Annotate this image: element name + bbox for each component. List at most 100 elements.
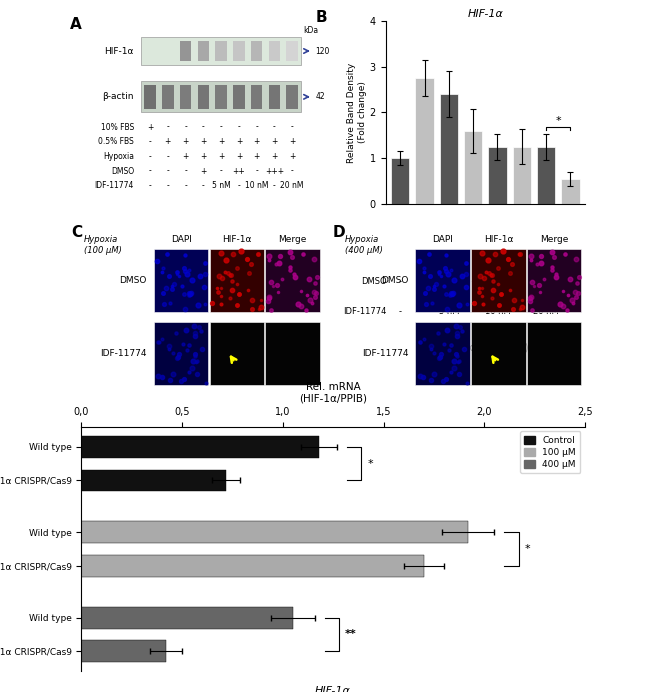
Text: +: +	[200, 167, 207, 176]
Text: +: +	[164, 137, 171, 146]
Text: *: *	[525, 544, 530, 554]
Text: HIF-1α: HIF-1α	[484, 235, 513, 244]
Text: +: +	[183, 152, 188, 161]
Text: -: -	[220, 122, 222, 131]
Text: -: -	[184, 181, 187, 190]
Bar	[233, 85, 244, 109]
Text: -: -	[166, 167, 169, 176]
Bar	[154, 249, 209, 312]
Text: +: +	[271, 137, 278, 146]
Text: 20 nM: 20 nM	[280, 181, 304, 190]
Text: **: **	[345, 630, 357, 639]
Bar	[268, 85, 280, 109]
Text: IDF-11774: IDF-11774	[361, 349, 408, 358]
Text: D: D	[333, 225, 346, 239]
Text: *: *	[367, 459, 373, 468]
Text: -: -	[184, 122, 187, 131]
Text: -: -	[166, 122, 169, 131]
Text: IDF-11774: IDF-11774	[95, 181, 134, 190]
Bar	[251, 41, 263, 61]
Text: IDF-11774: IDF-11774	[100, 349, 147, 358]
Text: +: +	[421, 277, 428, 286]
Text: DMSO: DMSO	[381, 276, 408, 285]
Text: -: -	[496, 277, 499, 286]
Text: -: -	[520, 307, 523, 316]
Text: -: -	[291, 167, 294, 176]
Bar	[215, 41, 227, 61]
Text: -: -	[291, 122, 294, 131]
Text: HIF-1α: HIF-1α	[315, 686, 351, 692]
Text: Merge: Merge	[278, 235, 307, 244]
Text: -: -	[423, 307, 426, 316]
Bar	[141, 81, 302, 112]
Bar	[198, 41, 209, 61]
X-axis label: Rel. mRNA
(HIF-1α/PPIB): Rel. mRNA (HIF-1α/PPIB)	[299, 382, 367, 403]
Text: +: +	[289, 137, 295, 146]
Bar	[464, 131, 482, 204]
Text: IDF-11774: IDF-11774	[343, 307, 387, 316]
Bar	[471, 249, 526, 312]
Bar	[488, 147, 506, 204]
Text: HIF-1α: HIF-1α	[222, 235, 252, 244]
Text: 10% FBS: 10% FBS	[101, 122, 134, 131]
Text: 10 nM: 10 nM	[245, 181, 268, 190]
Bar	[287, 41, 298, 61]
Text: Hypoxia
(100 μM): Hypoxia (100 μM)	[84, 235, 122, 255]
Text: +: +	[236, 137, 242, 146]
Text: -: -	[273, 181, 276, 190]
Text: -: -	[149, 181, 151, 190]
Bar	[81, 521, 468, 543]
Bar	[527, 322, 581, 385]
Text: -: -	[255, 167, 258, 176]
Text: +: +	[218, 152, 224, 161]
Text: +: +	[236, 152, 242, 161]
Text: +: +	[218, 137, 224, 146]
Bar	[415, 322, 470, 385]
Text: +: +	[271, 152, 278, 161]
Bar	[180, 41, 191, 61]
Bar	[81, 436, 319, 458]
Text: -: -	[149, 167, 151, 176]
Bar	[471, 322, 526, 385]
Text: +++: +++	[265, 167, 284, 176]
Text: -: -	[184, 167, 187, 176]
Bar	[415, 78, 434, 204]
Legend: Control, 100 μM, 400 μM: Control, 100 μM, 400 μM	[520, 431, 580, 473]
Text: DAPI: DAPI	[432, 235, 453, 244]
Text: B: B	[316, 10, 328, 25]
Bar	[233, 41, 244, 61]
Text: +: +	[254, 152, 260, 161]
Text: 0.5% FBS: 0.5% FBS	[98, 137, 134, 146]
Bar	[527, 249, 581, 312]
Text: Merge: Merge	[540, 235, 568, 244]
Bar	[513, 147, 531, 204]
Text: +: +	[470, 277, 476, 286]
Text: Hypoxia (400 μM): Hypoxia (400 μM)	[442, 343, 528, 354]
Text: DAPI: DAPI	[171, 235, 192, 244]
Text: -: -	[202, 181, 205, 190]
Text: -: -	[202, 122, 205, 131]
Bar	[439, 94, 458, 204]
Text: -: -	[237, 122, 240, 131]
Text: kDa: kDa	[304, 26, 318, 35]
Text: +: +	[518, 277, 525, 286]
Text: -: -	[149, 137, 151, 146]
Bar	[215, 85, 227, 109]
Title: HIF-1α: HIF-1α	[467, 8, 503, 19]
Bar	[265, 249, 320, 312]
Bar	[81, 640, 166, 662]
Y-axis label: Relative Band Density
(Fold change): Relative Band Density (Fold change)	[348, 62, 367, 163]
Bar	[81, 607, 293, 628]
Bar	[415, 249, 470, 312]
Bar	[537, 147, 555, 204]
Text: -: -	[447, 277, 450, 286]
Bar	[180, 85, 191, 109]
Text: +: +	[254, 137, 260, 146]
Text: +: +	[183, 137, 188, 146]
Text: +: +	[200, 152, 207, 161]
Bar	[141, 37, 302, 65]
Bar	[209, 249, 264, 312]
Text: -: -	[237, 181, 240, 190]
Text: C: C	[72, 225, 83, 239]
Text: -: -	[472, 307, 474, 316]
